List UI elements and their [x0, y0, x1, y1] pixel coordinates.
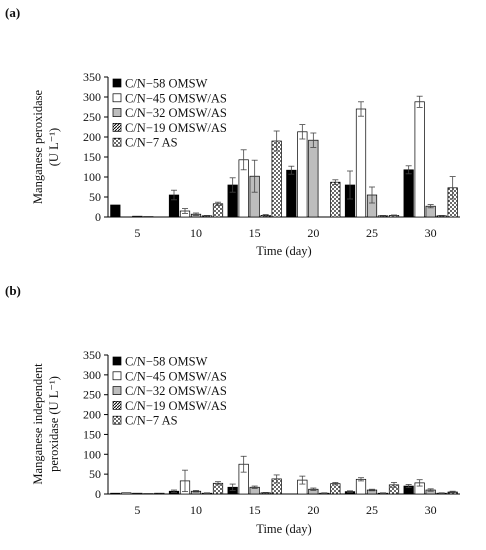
y-tick-label: 250 [83, 110, 101, 124]
legend-entry: C/N−19 OMSW/AS [125, 121, 227, 135]
legend-entry: C/N−58 OMSW [125, 355, 208, 369]
x-tick-label: 15 [249, 503, 261, 517]
x-tick-label: 5 [134, 503, 140, 517]
y-tick-label: 350 [83, 70, 101, 84]
legend-entry: C/N−45 OMSW/AS [125, 91, 227, 105]
bar [110, 204, 121, 218]
y-tick-label: 0 [95, 210, 101, 224]
bar [330, 181, 341, 218]
bar [355, 478, 367, 495]
legend-entry: C/N−45 OMSW/AS [125, 369, 227, 383]
y-axis-label: (U L⁻¹) [47, 128, 61, 166]
y-tick-label: 150 [83, 150, 101, 164]
y-axis-label: peroxidase (U L⁻¹) [47, 376, 61, 472]
bar [154, 492, 165, 495]
legend-entry: C/N−58 OMSW [125, 77, 208, 91]
x-tick-label: 15 [249, 226, 261, 240]
bar [110, 492, 121, 495]
y-tick-label: 300 [83, 90, 101, 104]
x-tick-label: 25 [366, 503, 378, 517]
bar [403, 169, 414, 218]
bar [414, 101, 425, 218]
y-tick-label: 0 [95, 487, 101, 501]
legend-swatch [112, 371, 122, 381]
x-tick-label: 5 [134, 226, 140, 240]
panel-label: (a) [5, 5, 20, 20]
legend-swatch [112, 137, 122, 147]
x-tick-label: 20 [307, 226, 319, 240]
bar [308, 139, 319, 218]
y-axis-label: Manganese independent [31, 363, 45, 485]
legend-entry: C/N−19 OMSW/AS [125, 399, 227, 413]
y-tick-label: 50 [89, 190, 101, 204]
bar [121, 492, 132, 495]
legend-entry: C/N−32 OMSW/AS [125, 384, 227, 398]
y-tick-label: 100 [83, 447, 101, 461]
y-tick-label: 150 [83, 427, 101, 441]
legend-swatch [112, 415, 122, 425]
y-tick-label: 200 [83, 130, 101, 144]
bar [132, 492, 143, 495]
bar [271, 140, 282, 218]
x-tick-label: 25 [366, 226, 378, 240]
chart-panel-1: (b) 0 50 100 150 200 250 300 350 Manganese indepe… [5, 283, 460, 536]
y-tick-label: 250 [83, 388, 101, 402]
x-axis-label: Time (day) [256, 244, 311, 258]
y-tick-label: 200 [83, 408, 101, 422]
y-tick-label: 100 [83, 170, 101, 184]
legend-swatch [112, 78, 122, 88]
legend-swatch [112, 108, 122, 117]
bar [286, 169, 297, 218]
x-tick-label: 30 [425, 226, 437, 240]
legend-swatch [112, 123, 122, 132]
x-tick-label: 10 [190, 226, 202, 240]
legend-swatch [112, 386, 122, 395]
y-tick-label: 350 [83, 348, 101, 362]
chart-panel-0: (a) 0 50 100 150 200 250 300 350 Manganese peroxi… [5, 5, 460, 258]
legend-swatch [112, 356, 122, 366]
x-tick-label: 20 [307, 503, 319, 517]
y-tick-label: 300 [83, 368, 101, 382]
x-axis-label: Time (day) [256, 522, 311, 536]
legend-swatch [112, 401, 122, 410]
legend-swatch [112, 93, 122, 103]
x-tick-label: 30 [425, 503, 437, 517]
y-axis-label: Manganese peroxidase [31, 89, 45, 204]
legend-entry: C/N−7 AS [125, 136, 178, 150]
bar [355, 108, 367, 218]
bar [132, 215, 143, 218]
x-tick-label: 10 [190, 503, 202, 517]
legend-entry: C/N−7 AS [125, 414, 178, 428]
legend-entry: C/N−32 OMSW/AS [125, 106, 227, 120]
bar [297, 131, 308, 218]
panel-label: (b) [5, 283, 21, 298]
y-tick-label: 50 [89, 467, 101, 481]
